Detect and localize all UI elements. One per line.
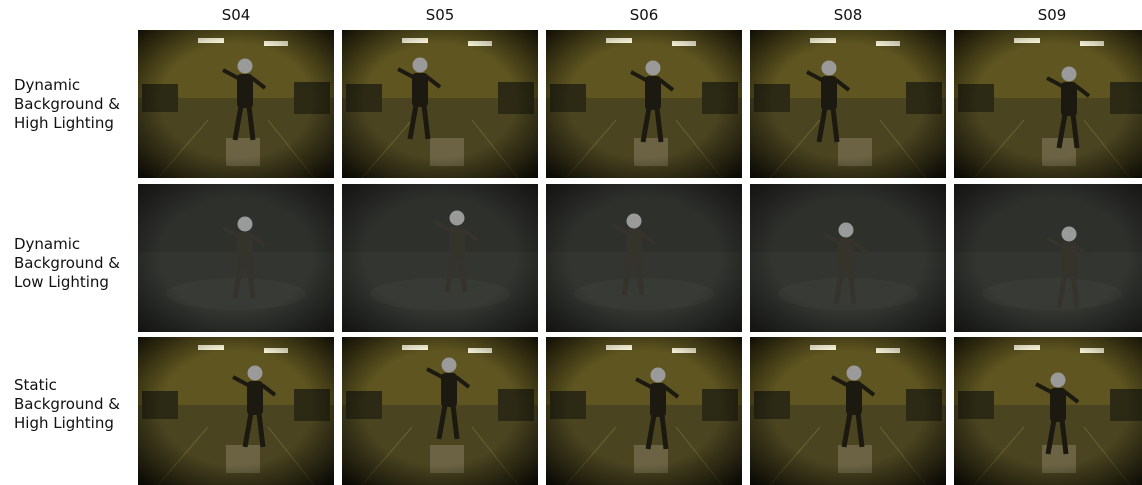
row-label-line: Static bbox=[14, 376, 57, 394]
vignette bbox=[546, 337, 742, 485]
row-label-line: Low Lighting bbox=[14, 273, 109, 291]
frame-image bbox=[750, 337, 946, 485]
frame-s05-row2 bbox=[342, 184, 538, 332]
column-header-s04: S04 bbox=[221, 6, 251, 24]
vignette bbox=[138, 30, 334, 178]
frame-image bbox=[342, 184, 538, 332]
vignette bbox=[342, 184, 538, 332]
frame-image bbox=[342, 337, 538, 485]
vignette bbox=[138, 337, 334, 485]
frame-s09-row2 bbox=[954, 184, 1142, 332]
frame-image bbox=[138, 184, 334, 332]
frame-image bbox=[954, 30, 1142, 178]
frame-image bbox=[546, 184, 742, 332]
frame-s06-row1 bbox=[546, 30, 742, 178]
frame-image bbox=[546, 337, 742, 485]
vignette bbox=[342, 30, 538, 178]
row-label-line: Dynamic bbox=[14, 76, 81, 94]
frame-image bbox=[138, 30, 334, 178]
frame-s08-row3 bbox=[750, 337, 946, 485]
frame-image bbox=[750, 30, 946, 178]
frame-image bbox=[954, 184, 1142, 332]
frame-s04-row1 bbox=[138, 30, 334, 178]
frame-image bbox=[750, 184, 946, 332]
frame-s05-row1 bbox=[342, 30, 538, 178]
row-label-line: Background & bbox=[14, 395, 120, 413]
frame-image bbox=[954, 337, 1142, 485]
frame-image bbox=[138, 337, 334, 485]
vignette bbox=[546, 30, 742, 178]
vignette bbox=[954, 184, 1142, 332]
vignette bbox=[138, 184, 334, 332]
frame-s08-row1 bbox=[750, 30, 946, 178]
frame-image bbox=[342, 30, 538, 178]
vignette bbox=[750, 184, 946, 332]
frame-s09-row3 bbox=[954, 337, 1142, 485]
vignette bbox=[750, 30, 946, 178]
row-label-static-high: Static Background & High Lighting bbox=[14, 376, 134, 433]
vignette bbox=[954, 337, 1142, 485]
row-label-line: High Lighting bbox=[14, 114, 114, 132]
column-header-s06: S06 bbox=[629, 6, 659, 24]
row-label-line: High Lighting bbox=[14, 414, 114, 432]
frame-image bbox=[546, 30, 742, 178]
frame-s09-row1 bbox=[954, 30, 1142, 178]
frame-s06-row3 bbox=[546, 337, 742, 485]
row-label-line: Dynamic bbox=[14, 235, 81, 253]
vignette bbox=[342, 337, 538, 485]
row-label-line: Background & bbox=[14, 254, 120, 272]
row-label-dynamic-low: Dynamic Background & Low Lighting bbox=[14, 235, 134, 292]
row-label-dynamic-high: Dynamic Background & High Lighting bbox=[14, 76, 134, 133]
frame-s08-row2 bbox=[750, 184, 946, 332]
column-header-s09: S09 bbox=[1037, 6, 1067, 24]
vignette bbox=[750, 337, 946, 485]
frame-s04-row3 bbox=[138, 337, 334, 485]
row-label-line: Background & bbox=[14, 95, 120, 113]
frame-s05-row3 bbox=[342, 337, 538, 485]
frame-s06-row2 bbox=[546, 184, 742, 332]
column-header-s08: S08 bbox=[833, 6, 863, 24]
frame-s04-row2 bbox=[138, 184, 334, 332]
vignette bbox=[546, 184, 742, 332]
vignette bbox=[954, 30, 1142, 178]
column-header-s05: S05 bbox=[425, 6, 455, 24]
